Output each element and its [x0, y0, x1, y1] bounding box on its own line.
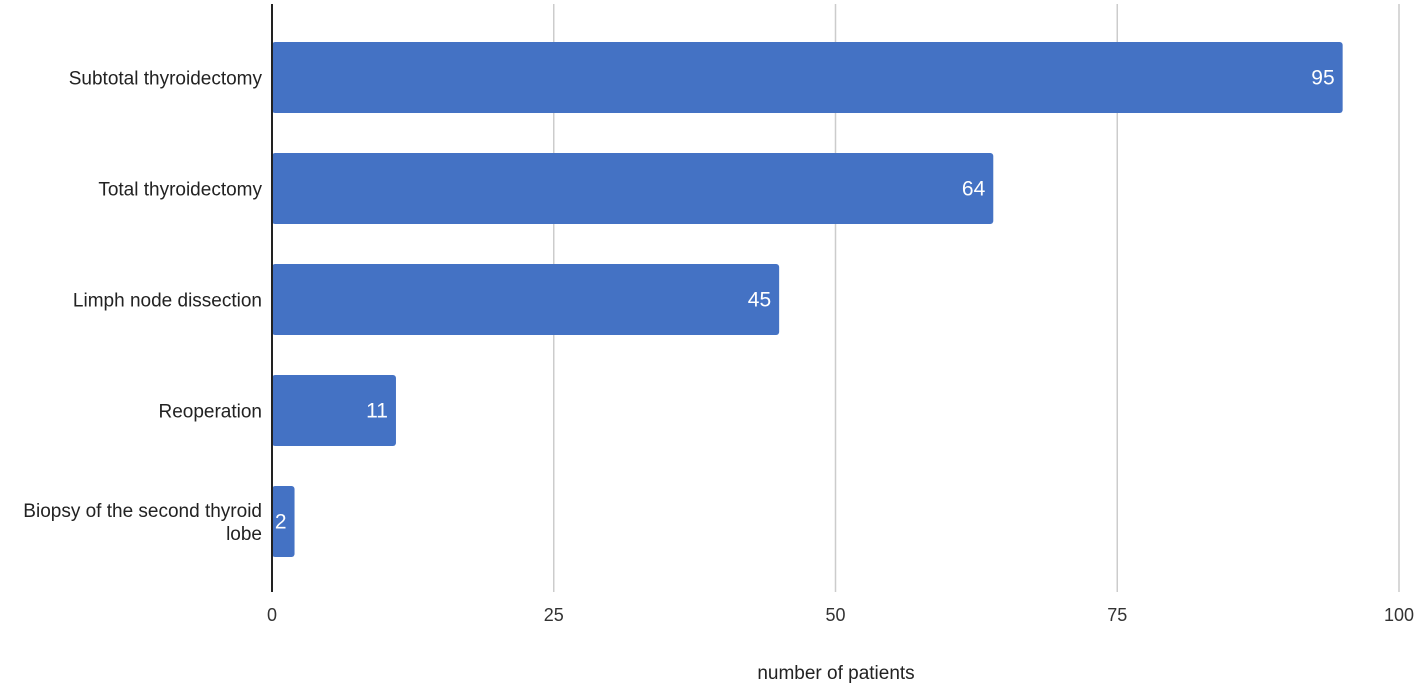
- data-label: 45: [748, 289, 771, 312]
- category-label-line: Subtotal thyroidectomy: [69, 69, 263, 90]
- x-tick-label: 100: [1384, 605, 1414, 625]
- category-label-line: Limph node dissection: [73, 291, 262, 312]
- data-label: 64: [962, 178, 986, 201]
- category-label-line: Reoperation: [158, 402, 262, 423]
- category-label: Biopsy of the second thyroid lobe: [23, 501, 262, 545]
- bar-2: [272, 264, 780, 335]
- bar-0: [272, 42, 1343, 113]
- data-label: 11: [366, 400, 388, 423]
- bar-4: [272, 486, 295, 557]
- category-label: Reoperation: [158, 402, 262, 423]
- data-label: 2: [275, 511, 287, 534]
- x-tick-label: 0: [267, 605, 277, 625]
- category-label-line: Total thyroidectomy: [98, 180, 262, 201]
- category-label: Limph node dissection: [73, 291, 262, 312]
- x-tick-label: 50: [825, 605, 845, 625]
- category-label: Total thyroidectomy: [98, 180, 262, 201]
- category-labels: Subtotal thyroidectomy Total thyroidectom…: [23, 69, 262, 546]
- bar-3: [272, 375, 396, 446]
- x-axis-title: number of patients: [757, 663, 914, 684]
- bar-1: [272, 153, 994, 224]
- x-tick-labels: 0 25 50 75 100: [267, 605, 1414, 625]
- x-tick-label: 25: [544, 605, 564, 625]
- category-label-line: lobe: [226, 524, 262, 545]
- category-label: Subtotal thyroidectomy: [69, 69, 263, 90]
- x-tick-label: 75: [1107, 605, 1127, 625]
- bars: 95 64 45 11 2: [272, 42, 1343, 557]
- data-label: 95: [1311, 67, 1334, 90]
- category-label-line: Biopsy of the second thyroid: [23, 501, 262, 522]
